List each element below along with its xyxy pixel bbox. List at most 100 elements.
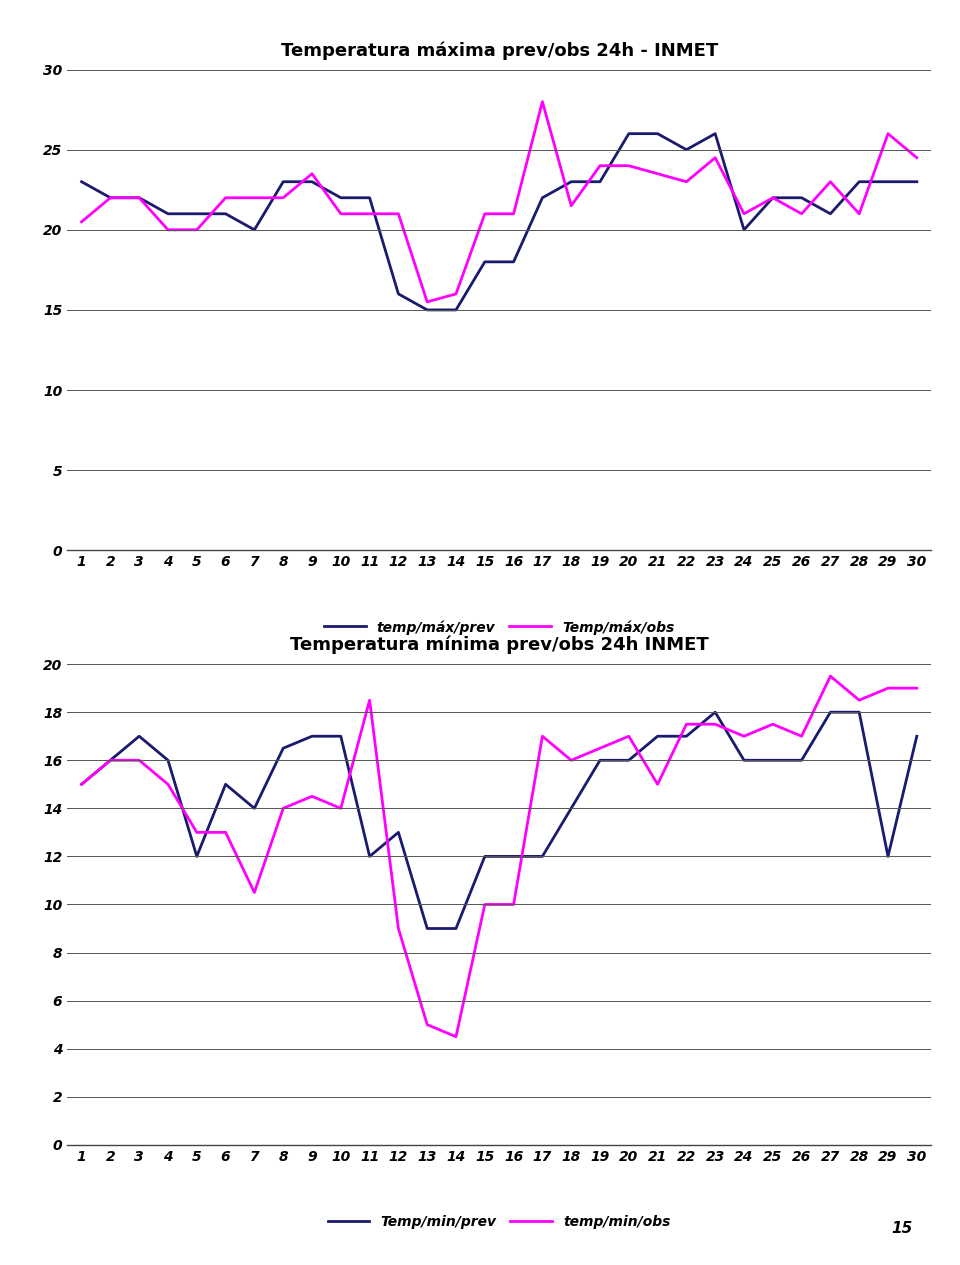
temp/máx/prev <box>335 190 347 205</box>
temp/máx/prev <box>767 190 779 205</box>
temp/máx/prev <box>105 190 116 205</box>
Temp/min/prev <box>882 849 894 864</box>
temp/máx/prev <box>191 206 203 221</box>
temp/min/obs <box>825 668 836 683</box>
Temp/máx/obs <box>393 206 404 221</box>
Temp/min/prev <box>594 753 606 768</box>
Temp/min/prev <box>162 753 174 768</box>
temp/máx/prev <box>364 190 375 205</box>
Legend: temp/máx/prev, Temp/máx/obs: temp/máx/prev, Temp/máx/obs <box>319 615 680 640</box>
temp/máx/prev <box>76 175 87 190</box>
Temp/máx/obs <box>796 206 807 221</box>
temp/min/obs <box>652 777 663 792</box>
temp/min/obs <box>853 693 865 708</box>
Line: Temp/máx/obs: Temp/máx/obs <box>82 101 917 302</box>
Temp/min/prev <box>393 825 404 840</box>
Temp/min/prev <box>479 849 491 864</box>
temp/min/obs <box>450 1030 462 1045</box>
temp/máx/prev <box>882 175 894 190</box>
Title: Temperatura máxima prev/obs 24h - INMET: Temperatura máxima prev/obs 24h - INMET <box>280 42 718 59</box>
temp/min/obs <box>364 693 375 708</box>
Temp/máx/obs <box>133 190 145 205</box>
temp/min/obs <box>421 1017 433 1032</box>
temp/máx/prev <box>652 126 663 142</box>
Temp/máx/obs <box>479 206 491 221</box>
temp/min/obs <box>220 825 231 840</box>
Temp/min/prev <box>277 741 289 756</box>
Temp/min/prev <box>709 705 721 720</box>
Temp/min/prev <box>911 729 923 744</box>
temp/min/obs <box>105 753 116 768</box>
Temp/min/prev <box>853 705 865 720</box>
Temp/máx/obs <box>537 94 548 109</box>
Temp/máx/obs <box>565 199 577 214</box>
Temp/máx/obs <box>911 151 923 166</box>
Temp/min/prev <box>537 849 548 864</box>
temp/máx/prev <box>796 190 807 205</box>
Temp/máx/obs <box>767 190 779 205</box>
Temp/máx/obs <box>306 166 318 181</box>
Temp/min/prev <box>76 777 87 792</box>
temp/máx/prev <box>681 142 692 157</box>
Line: temp/máx/prev: temp/máx/prev <box>82 134 917 310</box>
Legend: Temp/min/prev, temp/min/obs: Temp/min/prev, temp/min/obs <box>323 1209 676 1235</box>
Temp/máx/obs <box>76 214 87 229</box>
temp/máx/prev <box>249 223 260 238</box>
temp/min/obs <box>681 716 692 731</box>
Temp/máx/obs <box>335 206 347 221</box>
temp/máx/prev <box>421 302 433 318</box>
temp/min/obs <box>393 921 404 936</box>
temp/máx/prev <box>479 254 491 269</box>
Temp/máx/obs <box>853 206 865 221</box>
temp/min/obs <box>882 681 894 696</box>
Temp/máx/obs <box>450 286 462 301</box>
temp/máx/prev <box>709 126 721 142</box>
Temp/máx/obs <box>709 151 721 166</box>
temp/min/obs <box>767 716 779 731</box>
Temp/máx/obs <box>738 206 750 221</box>
Temp/máx/obs <box>681 175 692 190</box>
temp/máx/prev <box>623 126 635 142</box>
Temp/min/prev <box>220 777 231 792</box>
Temp/máx/obs <box>220 190 231 205</box>
temp/máx/prev <box>738 223 750 238</box>
temp/máx/prev <box>306 175 318 190</box>
temp/máx/prev <box>911 175 923 190</box>
Temp/máx/obs <box>882 126 894 142</box>
Temp/min/prev <box>825 705 836 720</box>
Temp/min/prev <box>796 753 807 768</box>
Temp/min/prev <box>133 729 145 744</box>
Title: Temperatura mínima prev/obs 24h INMET: Temperatura mínima prev/obs 24h INMET <box>290 636 708 654</box>
Temp/min/prev <box>681 729 692 744</box>
Temp/máx/obs <box>191 223 203 238</box>
temp/min/obs <box>162 777 174 792</box>
Temp/min/prev <box>306 729 318 744</box>
temp/máx/prev <box>508 254 519 269</box>
temp/min/obs <box>306 789 318 805</box>
Line: temp/min/obs: temp/min/obs <box>82 676 917 1037</box>
temp/máx/prev <box>393 286 404 301</box>
Temp/min/prev <box>450 921 462 936</box>
Temp/min/prev <box>105 753 116 768</box>
Temp/min/prev <box>652 729 663 744</box>
temp/min/obs <box>479 897 491 912</box>
Temp/min/prev <box>335 729 347 744</box>
temp/máx/prev <box>133 190 145 205</box>
Temp/máx/obs <box>249 190 260 205</box>
temp/min/obs <box>76 777 87 792</box>
Temp/min/prev <box>508 849 519 864</box>
Temp/máx/obs <box>825 175 836 190</box>
temp/min/obs <box>537 729 548 744</box>
temp/min/obs <box>335 801 347 816</box>
Temp/máx/obs <box>162 223 174 238</box>
temp/min/obs <box>594 741 606 756</box>
Temp/min/prev <box>421 921 433 936</box>
temp/máx/prev <box>277 175 289 190</box>
temp/min/obs <box>277 801 289 816</box>
Temp/min/prev <box>738 753 750 768</box>
Line: Temp/min/prev: Temp/min/prev <box>82 712 917 929</box>
Temp/min/prev <box>565 801 577 816</box>
temp/min/obs <box>191 825 203 840</box>
temp/min/obs <box>796 729 807 744</box>
Temp/min/prev <box>364 849 375 864</box>
